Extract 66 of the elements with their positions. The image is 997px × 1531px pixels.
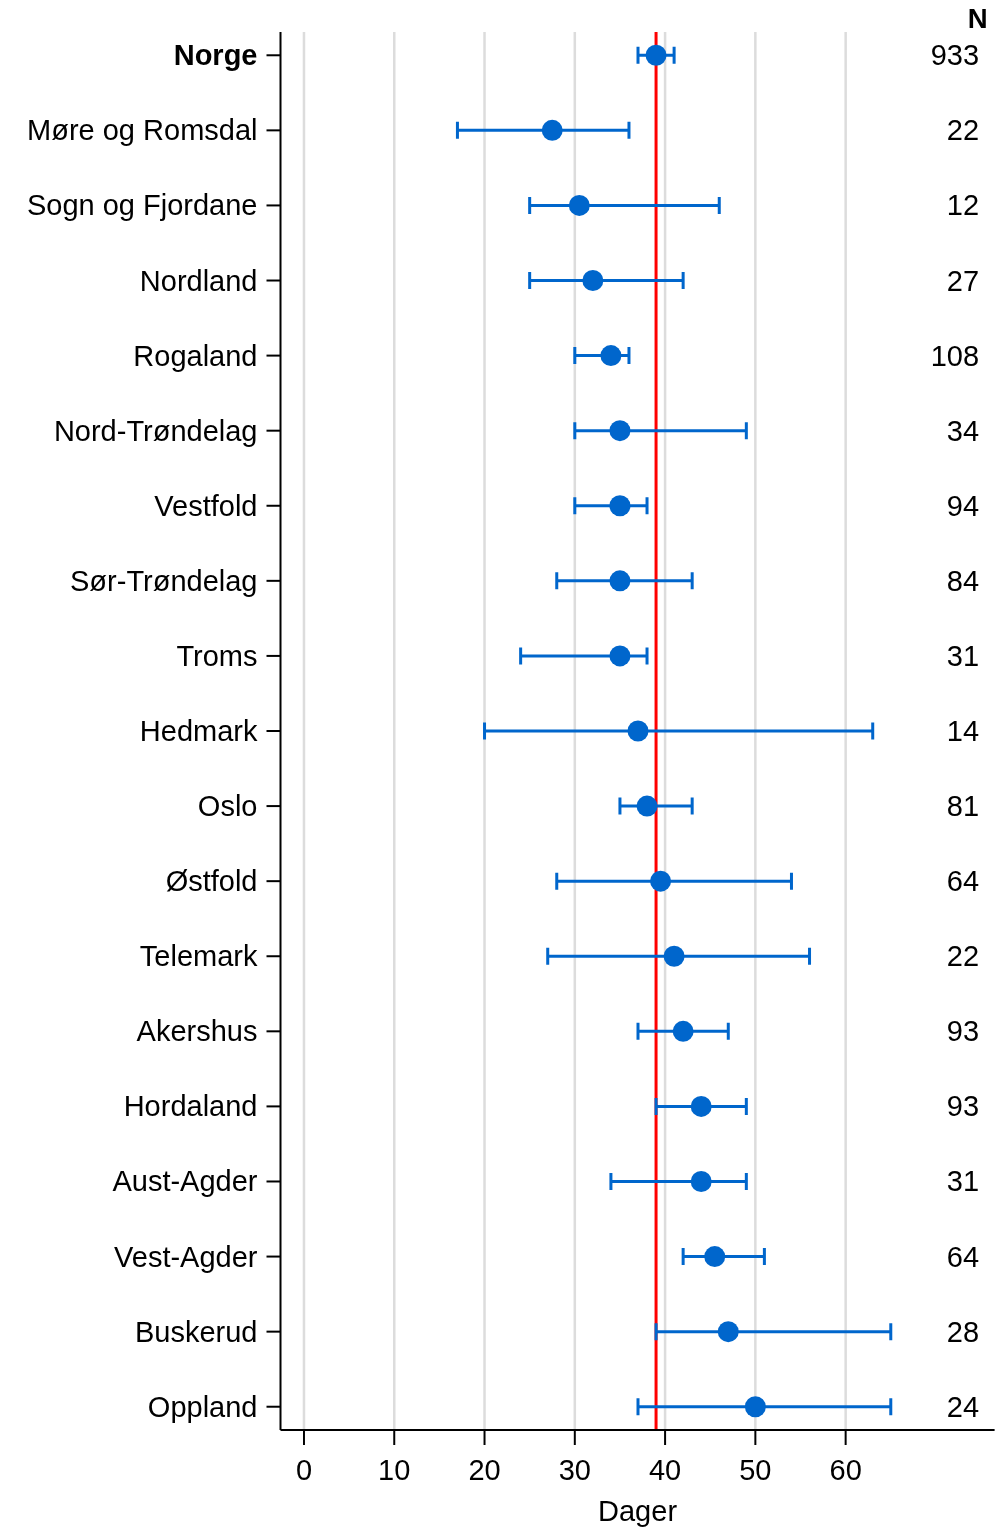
annotation: 108	[930, 339, 980, 372]
annotation: 22	[946, 940, 980, 973]
y-tick-label: Østfold	[165, 865, 258, 898]
y-tick-label: Nordland	[139, 264, 258, 297]
point	[609, 420, 631, 442]
annotation: 12	[946, 189, 980, 222]
point	[704, 1246, 726, 1268]
y-tick-label: Hordaland	[123, 1090, 258, 1123]
y-tick-label: Akershus	[136, 1015, 258, 1048]
x-tick-label: 0	[295, 1454, 313, 1486]
point	[582, 270, 604, 292]
annotation: 93	[946, 1090, 980, 1123]
x-tick-label: 30	[558, 1454, 591, 1486]
x-tick-label: 10	[378, 1454, 411, 1486]
y-tick-label: Aust-Agder	[112, 1165, 258, 1198]
x-tick-label: 60	[829, 1454, 862, 1486]
point	[690, 1095, 712, 1117]
y-tick-label: Troms	[176, 639, 258, 672]
annotation: 84	[946, 564, 980, 597]
point	[609, 645, 631, 667]
annotation: 64	[946, 1240, 980, 1273]
point	[636, 795, 658, 817]
point	[744, 1396, 766, 1418]
annotation: N	[967, 3, 988, 34]
annotation: 22	[946, 114, 980, 147]
point	[600, 345, 622, 367]
annotation: 933	[930, 39, 980, 72]
y-tick-label: Møre og Romsdal	[27, 114, 258, 147]
point	[627, 720, 649, 742]
x-tick-label: 20	[468, 1454, 501, 1486]
annotation: 93	[946, 1015, 980, 1048]
annotation: 14	[946, 715, 980, 747]
point	[663, 945, 685, 967]
point	[609, 570, 631, 592]
point	[541, 119, 563, 141]
point	[609, 495, 631, 517]
y-tick-label: Telemark	[139, 940, 258, 973]
point	[672, 1020, 694, 1042]
y-tick-label: Vest-Agder	[114, 1240, 258, 1273]
x-tick-label: 50	[739, 1454, 772, 1486]
y-tick-label: Oslo	[197, 790, 258, 823]
annotation: 94	[946, 489, 980, 522]
point	[645, 44, 667, 66]
y-tick-label: Buskerud	[134, 1315, 258, 1348]
annotation: 31	[946, 639, 980, 672]
y-tick-label: Hedmark	[139, 715, 258, 747]
point	[650, 870, 672, 892]
annotation: 34	[946, 414, 980, 447]
y-tick-label: Nord-Trøndelag	[53, 414, 258, 447]
point	[717, 1321, 739, 1343]
annotation: 24	[946, 1390, 980, 1423]
x-axis-title: Dager	[598, 1495, 678, 1527]
y-tick-label: Oppland	[147, 1390, 258, 1423]
point	[690, 1170, 712, 1192]
annotation: 81	[946, 790, 980, 823]
y-tick-label: Norge	[173, 39, 258, 72]
annotation: 31	[946, 1165, 980, 1198]
y-tick-label: Vestfold	[154, 489, 258, 522]
point	[568, 194, 590, 216]
annotation: 28	[946, 1315, 980, 1348]
y-tick-label: Rogaland	[133, 339, 258, 372]
y-tick-label: Sør-Trøndelag	[70, 564, 258, 597]
annotation: 27	[946, 264, 980, 297]
x-tick-label: 40	[648, 1454, 682, 1486]
annotation: 64	[946, 865, 980, 898]
y-tick-label: Sogn og Fjordane	[26, 189, 258, 222]
